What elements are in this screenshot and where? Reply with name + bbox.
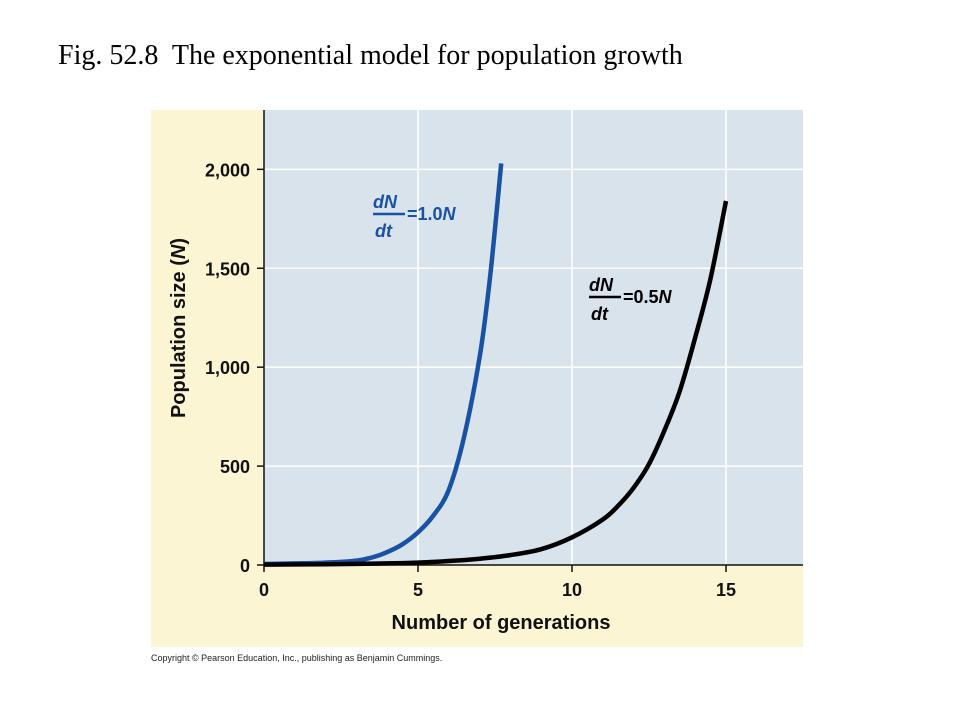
equation-denominator: dt [591,304,609,324]
y-axis-label: Population size (N) [168,238,190,418]
equation-numerator: dN [373,192,398,212]
equation-denominator: dt [375,221,393,241]
figure-panel: 0 5 10 15 0 500 1,000 1,500 2,000 Number of gene… [151,110,803,647]
x-tick-label: 0 [259,580,269,600]
equation-numerator: dN [589,275,614,295]
y-tick-label: 1,500 [205,259,250,279]
y-tick-label: 2,000 [205,160,250,180]
x-tick-label: 5 [413,580,423,600]
equation-rhs: =0.5N [623,287,673,307]
y-tick-label: 500 [220,457,250,477]
copyright-notice: Copyright © Pearson Education, Inc., pub… [151,653,443,663]
x-tick-label: 15 [716,580,736,600]
exponential-growth-chart: 0 5 10 15 0 500 1,000 1,500 2,000 Number of gene… [151,110,803,647]
series-line-slow [263,200,729,567]
equation-label-slow: dN dt =0.5N [589,275,673,324]
series-layer [263,163,729,567]
page-title: Fig. 52.8 The exponential model for popu… [58,40,683,71]
y-tick-label: 0 [240,556,250,576]
y-tick-label: 1,000 [205,358,250,378]
plot-area [264,110,803,565]
x-axis-label: Number of generations [392,612,611,634]
axis-ticks: 0 5 10 15 0 500 1,000 1,500 2,000 [205,160,736,600]
equation-label-fast: dN dt =1.0N [373,192,457,241]
equation-rhs: =1.0N [407,204,457,224]
x-tick-label: 10 [562,580,582,600]
